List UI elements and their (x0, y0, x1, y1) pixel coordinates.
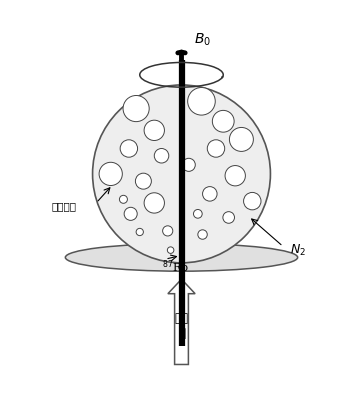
Circle shape (144, 193, 164, 213)
Circle shape (135, 173, 151, 189)
Text: $N_2$: $N_2$ (290, 243, 306, 258)
Text: $B_0$: $B_0$ (194, 31, 211, 48)
Circle shape (120, 140, 138, 157)
Text: 缓冲气体: 缓冲气体 (51, 201, 76, 212)
Circle shape (124, 207, 137, 220)
Circle shape (119, 195, 127, 203)
Circle shape (182, 158, 195, 171)
Circle shape (203, 186, 217, 201)
Circle shape (136, 228, 143, 235)
Ellipse shape (65, 244, 298, 271)
Circle shape (223, 212, 234, 223)
Circle shape (144, 120, 164, 141)
Circle shape (123, 96, 149, 122)
Circle shape (154, 149, 169, 163)
Text: 抽运
光: 抽运 光 (175, 312, 188, 340)
Circle shape (212, 110, 234, 132)
Circle shape (229, 128, 253, 151)
Circle shape (198, 230, 207, 239)
Circle shape (167, 247, 174, 254)
Circle shape (193, 209, 202, 218)
Circle shape (99, 162, 122, 186)
Circle shape (207, 140, 225, 157)
Circle shape (244, 192, 261, 210)
Circle shape (225, 166, 245, 186)
Polygon shape (168, 279, 195, 365)
Text: $^{87}$Rb: $^{87}$Rb (162, 258, 189, 275)
Circle shape (163, 226, 173, 236)
Circle shape (188, 88, 215, 115)
Circle shape (93, 85, 270, 263)
